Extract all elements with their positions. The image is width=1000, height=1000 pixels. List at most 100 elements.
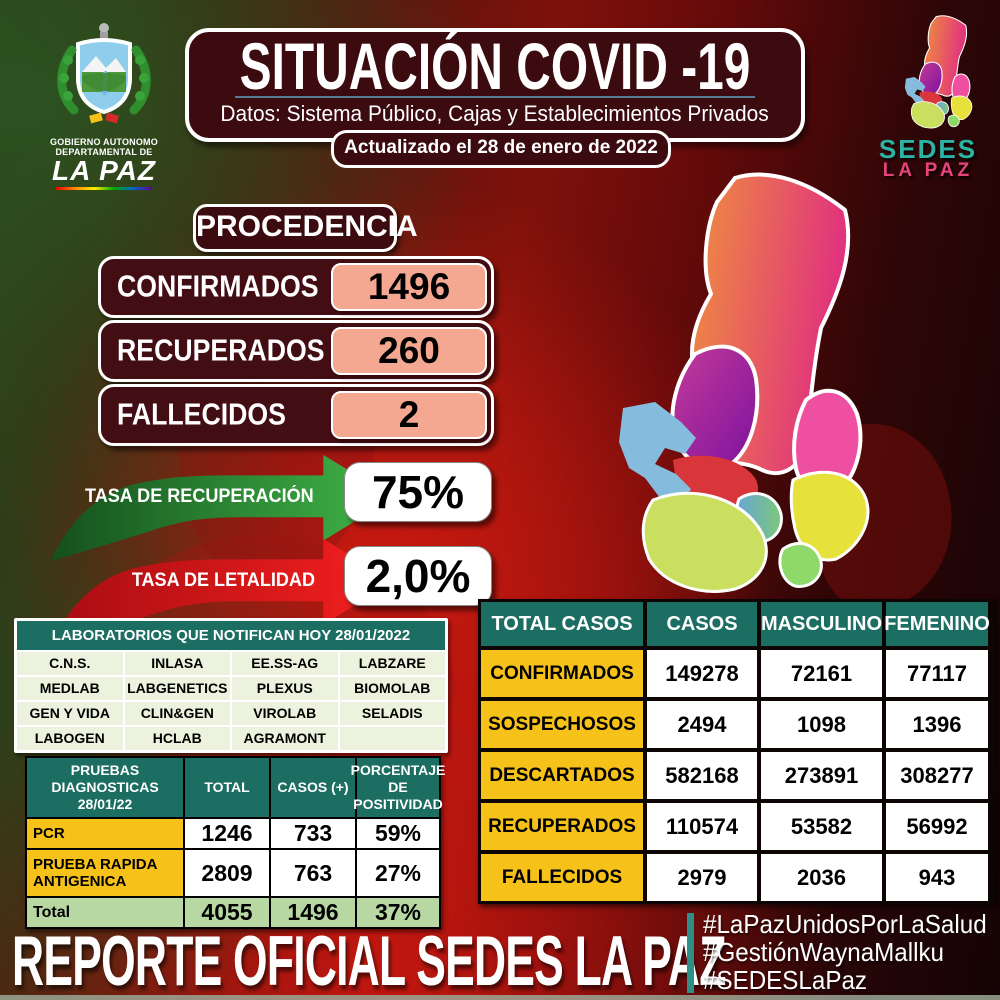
header-subtitle: Datos: Sistema Público, Cajas y Establec… — [220, 101, 770, 126]
bottom-edge-strip — [0, 995, 1000, 1000]
totals-casos: 149278 — [647, 650, 757, 697]
labs-table: LABORATORIOS QUE NOTIFICAN HOY 28/01/202… — [14, 618, 448, 753]
sedes-map-icon — [904, 15, 973, 129]
lab-name: C.N.S. — [17, 652, 123, 675]
lab-name: EE.SS-AG — [232, 652, 338, 675]
recovery-rate-arrow: TASA DE RECUPERACIÓN — [46, 452, 398, 564]
hashtags: #LaPazUnidosPorLaSalud #GestiónWaynaMall… — [703, 910, 987, 994]
lab-name: VIROLAB — [232, 702, 338, 725]
test-total: 1246 — [185, 819, 269, 848]
stat-fallecidos: FALLECIDOS 2 — [98, 384, 494, 446]
lab-name: GEN Y VIDA — [17, 702, 123, 725]
tests-header: PORCENTAJE DE POSITIVIDAD — [351, 758, 445, 817]
recovery-rate-value: 75% — [344, 462, 492, 522]
gobierno-la-paz-logo: GOBIERNO AUTONOMO DEPARTAMENTAL DE LA PA… — [44, 20, 164, 190]
header-box: SITUACIÓN COVID -19 Datos: Sistema Públi… — [185, 28, 805, 142]
totals-masculino: 53582 — [761, 803, 882, 850]
totals-row-label: RECUPERADOS — [481, 803, 643, 850]
test-row-label: PRUEBA RAPIDA ANTIGENICA — [27, 850, 183, 896]
totals-casos: 582168 — [647, 752, 757, 799]
lethality-rate-value: 2,0% — [344, 546, 492, 606]
hashtag: #SEDESLaPaz — [703, 965, 867, 995]
test-positive: 763 — [271, 850, 355, 896]
updated-date-badge: Actualizado el 28 de enero de 2022 — [331, 130, 671, 168]
lab-name: CLIN&GEN — [124, 702, 230, 725]
test-positivity: 59% — [357, 819, 439, 848]
diagnostic-tests-table: PRUEBAS DIAGNOSTICAS 28/01/22 TOTAL CASO… — [25, 756, 445, 929]
totals-row-label: SOSPECHOSOS — [481, 701, 643, 748]
title-divider — [235, 96, 755, 98]
totals-header: CASOS — [647, 602, 757, 646]
stat-confirmados: CONFIRMADOS 1496 — [98, 256, 494, 318]
hashtag: #GestiónWaynaMallku — [703, 937, 945, 967]
totals-masculino: 273891 — [761, 752, 882, 799]
footer-title: REPORTE OFICIAL SEDES LA PAZ — [12, 921, 726, 1000]
totals-femenino: 1396 — [886, 701, 988, 748]
stat-label: CONFIRMADOS — [117, 269, 319, 304]
sedes-text-line2: LA PAZ — [882, 160, 974, 181]
test-row-label: PCR — [27, 819, 183, 848]
tests-header: TOTAL — [185, 758, 269, 817]
test-positivity: 37% — [357, 898, 439, 927]
recovery-rate-label: TASA DE RECUPERACIÓN — [85, 486, 314, 507]
test-positivity: 27% — [357, 850, 439, 896]
footer-divider-bar — [687, 913, 694, 993]
tests-header: PRUEBAS DIAGNOSTICAS 28/01/22 — [27, 758, 183, 817]
lethality-rate-label: TASA DE LETALIDAD — [132, 570, 316, 591]
lab-name: LABOGEN — [17, 727, 123, 750]
stat-label: RECUPERADOS — [117, 333, 325, 368]
green-arrow-icon — [50, 454, 394, 562]
procedencia-title: PROCEDENCIA — [193, 204, 418, 252]
gobierno-text-line1: GOBIERNO AUTONOMO — [50, 137, 158, 147]
totals-header: TOTAL CASOS — [481, 602, 643, 646]
total-cases-table: TOTAL CASOS CASOS MASCULINO FEMENINO CON… — [478, 599, 996, 904]
lab-name: INLASA — [124, 652, 230, 675]
lab-name: BIOMOLAB — [339, 677, 445, 700]
test-total: 4055 — [185, 898, 269, 927]
wiphala-stripe — [56, 187, 152, 190]
totals-row-label: CONFIRMADOS — [481, 650, 643, 697]
lab-name: AGRAMONT — [232, 727, 338, 750]
totals-masculino: 72161 — [761, 650, 882, 697]
sedes-text-line1: SEDES — [878, 134, 978, 164]
lab-name-empty — [339, 727, 445, 750]
totals-masculino: 1098 — [761, 701, 882, 748]
stat-value: 260 — [331, 327, 487, 375]
totals-femenino: 56992 — [886, 803, 988, 850]
totals-casos: 110574 — [647, 803, 757, 850]
hashtag: #LaPazUnidosPorLaSalud — [703, 909, 987, 939]
totals-femenino: 943 — [886, 854, 988, 901]
stat-value: 2 — [331, 391, 487, 439]
coat-of-arms-icon — [57, 23, 151, 124]
page-title: SITUACIÓN COVID -19 — [239, 29, 751, 105]
totals-header: FEMENINO — [884, 602, 990, 646]
lab-name: MEDLAB — [17, 677, 123, 700]
lab-name: HCLAB — [124, 727, 230, 750]
stat-value: 1496 — [331, 263, 487, 311]
test-total: 2809 — [185, 850, 269, 896]
test-positive: 1496 — [271, 898, 355, 927]
totals-casos: 2494 — [647, 701, 757, 748]
la-paz-department-map — [617, 172, 870, 594]
totals-header: MASCULINO — [761, 602, 882, 646]
totals-femenino: 77117 — [886, 650, 988, 697]
test-row-label: Total — [27, 898, 183, 927]
totals-row-label: FALLECIDOS — [481, 854, 643, 901]
stat-label: FALLECIDOS — [117, 397, 286, 432]
lab-name: SELADIS — [339, 702, 445, 725]
totals-row-label: DESCARTADOS — [481, 752, 643, 799]
tests-header: CASOS (+) — [271, 758, 355, 817]
labs-table-title: LABORATORIOS QUE NOTIFICAN HOY 28/01/202… — [17, 621, 445, 650]
lab-name: LABZARE — [339, 652, 445, 675]
totals-femenino: 308277 — [886, 752, 988, 799]
lab-name: LABGENETICS — [124, 677, 230, 700]
stat-recuperados: RECUPERADOS 260 — [98, 320, 494, 382]
gobierno-text-line3: LA PAZ — [52, 155, 156, 186]
lab-name: PLEXUS — [232, 677, 338, 700]
totals-casos: 2979 — [647, 854, 757, 901]
gobierno-text-line2: DEPARTAMENTAL DE — [55, 147, 153, 157]
sedes-la-paz-logo: SEDES LA PAZ — [866, 14, 990, 186]
totals-masculino: 2036 — [761, 854, 882, 901]
test-positive: 733 — [271, 819, 355, 848]
